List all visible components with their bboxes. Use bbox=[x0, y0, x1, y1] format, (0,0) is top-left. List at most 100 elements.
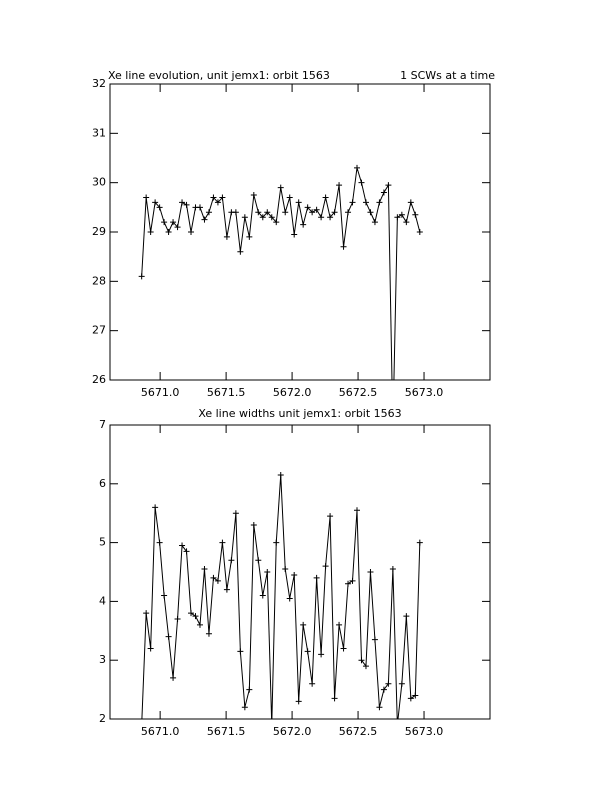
point-marker bbox=[398, 680, 405, 687]
point-marker bbox=[179, 542, 186, 549]
plot-frame bbox=[109, 424, 491, 720]
point-marker bbox=[358, 657, 365, 664]
point-marker bbox=[354, 507, 360, 514]
point-marker bbox=[237, 648, 244, 655]
point-marker bbox=[192, 613, 199, 620]
point-marker bbox=[210, 194, 217, 201]
point-marker bbox=[273, 219, 280, 226]
y-tick-label: 2 bbox=[99, 712, 106, 725]
point-marker bbox=[416, 229, 423, 235]
point-marker bbox=[336, 182, 343, 189]
point-marker bbox=[362, 663, 369, 670]
point-marker bbox=[300, 221, 307, 228]
point-marker bbox=[380, 189, 387, 196]
point-marker bbox=[228, 557, 235, 564]
y-tick-label: 29 bbox=[92, 225, 106, 238]
point-marker bbox=[403, 219, 410, 226]
y-tick-label: 28 bbox=[92, 274, 106, 287]
point-marker bbox=[219, 539, 226, 546]
point-marker bbox=[295, 698, 302, 705]
point-marker bbox=[255, 209, 262, 216]
point-marker bbox=[161, 219, 168, 226]
point-marker bbox=[201, 566, 208, 573]
chart-title: Xe line evolution, unit jemx1: orbit 156… bbox=[108, 69, 330, 82]
point-marker bbox=[174, 616, 181, 623]
point-marker bbox=[327, 214, 334, 221]
point-marker bbox=[246, 686, 253, 693]
point-marker bbox=[385, 182, 392, 189]
point-marker bbox=[407, 199, 414, 206]
point-marker bbox=[259, 214, 266, 221]
point-marker bbox=[349, 199, 356, 206]
point-marker bbox=[282, 209, 289, 216]
point-marker bbox=[318, 214, 325, 221]
point-marker bbox=[205, 209, 212, 216]
point-marker bbox=[201, 216, 208, 223]
point-marker bbox=[264, 569, 271, 575]
point-marker bbox=[354, 164, 360, 171]
point-marker bbox=[268, 214, 275, 221]
point-marker bbox=[304, 204, 311, 211]
point-marker bbox=[232, 510, 239, 517]
point-marker bbox=[183, 201, 190, 208]
point-marker bbox=[345, 209, 352, 216]
x-tick-label: 5672.5 bbox=[339, 386, 378, 399]
y-tick-label: 5 bbox=[99, 536, 106, 549]
point-marker bbox=[380, 686, 387, 693]
x-tick-label: 5673.0 bbox=[405, 386, 444, 399]
point-marker bbox=[170, 674, 177, 681]
point-marker bbox=[412, 211, 419, 218]
point-marker bbox=[223, 233, 230, 240]
y-tick-label: 31 bbox=[92, 126, 106, 139]
point-marker bbox=[241, 704, 248, 711]
point-marker bbox=[291, 231, 298, 238]
point-marker bbox=[349, 577, 356, 584]
point-marker bbox=[371, 219, 378, 226]
point-marker bbox=[286, 595, 293, 602]
point-marker bbox=[403, 613, 410, 620]
point-marker bbox=[407, 695, 414, 702]
point-marker bbox=[318, 651, 325, 658]
x-tick-label: 5672.0 bbox=[273, 386, 312, 399]
point-marker bbox=[412, 692, 419, 699]
point-marker bbox=[340, 645, 347, 652]
x-tick-label: 5671.0 bbox=[141, 725, 180, 738]
point-marker bbox=[331, 209, 338, 216]
point-marker bbox=[367, 209, 374, 216]
point-marker bbox=[362, 199, 369, 206]
point-marker bbox=[237, 248, 244, 255]
y-tick-label: 7 bbox=[99, 418, 106, 431]
x-tick-label: 5673.0 bbox=[405, 725, 444, 738]
y-tick-label: 4 bbox=[99, 594, 106, 607]
x-tick-label: 5671.5 bbox=[207, 725, 246, 738]
point-marker bbox=[416, 539, 423, 546]
y-tick-label: 32 bbox=[92, 77, 106, 90]
point-marker bbox=[398, 211, 405, 218]
y-tick-label: 26 bbox=[92, 373, 106, 386]
point-marker bbox=[223, 586, 230, 593]
point-marker bbox=[165, 633, 172, 640]
point-marker bbox=[143, 610, 150, 617]
point-marker bbox=[340, 243, 347, 250]
point-marker bbox=[376, 704, 383, 711]
chart-subtitle: 1 SCWs at a time bbox=[400, 69, 495, 82]
y-tick-label: 27 bbox=[92, 324, 106, 337]
point-marker bbox=[196, 204, 203, 211]
point-marker bbox=[322, 563, 329, 570]
point-marker bbox=[188, 229, 195, 235]
point-marker bbox=[205, 630, 212, 637]
point-marker bbox=[170, 219, 177, 226]
point-marker bbox=[250, 521, 257, 528]
point-marker bbox=[152, 199, 159, 206]
point-marker bbox=[273, 539, 280, 546]
point-marker bbox=[291, 571, 298, 578]
point-marker bbox=[143, 194, 150, 201]
point-marker bbox=[371, 636, 378, 643]
point-marker bbox=[282, 566, 289, 573]
point-marker bbox=[264, 209, 271, 216]
point-marker bbox=[219, 194, 226, 201]
point-marker bbox=[295, 199, 302, 206]
point-marker bbox=[389, 566, 396, 573]
